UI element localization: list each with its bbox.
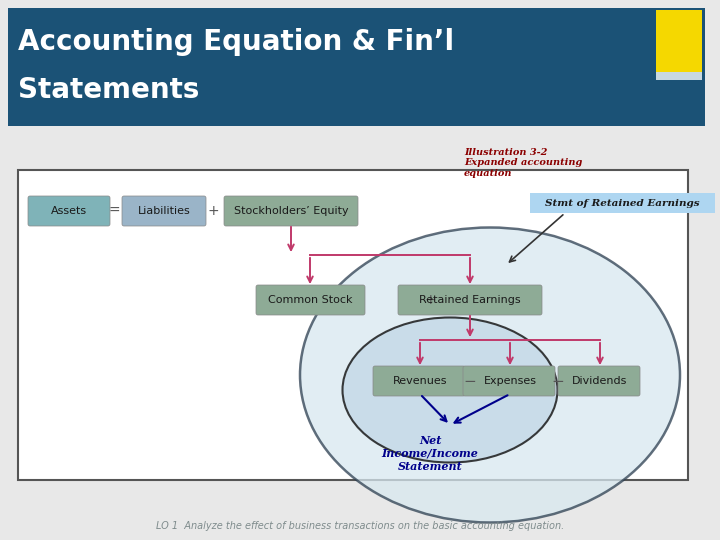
FancyBboxPatch shape bbox=[256, 285, 365, 315]
Bar bbox=[656, 10, 702, 72]
Text: Liabilities: Liabilities bbox=[138, 206, 190, 216]
Text: LO 1  Analyze the effect of business transactions on the basic accounting equati: LO 1 Analyze the effect of business tran… bbox=[156, 521, 564, 531]
Text: Common Stock: Common Stock bbox=[269, 295, 353, 305]
Text: Assets: Assets bbox=[51, 206, 87, 216]
FancyBboxPatch shape bbox=[463, 366, 555, 396]
Bar bbox=[8, 8, 705, 126]
Text: −: − bbox=[552, 374, 564, 388]
Bar bbox=[530, 193, 715, 213]
Bar bbox=[18, 170, 688, 480]
FancyBboxPatch shape bbox=[398, 285, 542, 315]
Ellipse shape bbox=[300, 227, 680, 523]
Text: Expenses: Expenses bbox=[484, 376, 536, 386]
Text: Accounting Equation & Fin’l: Accounting Equation & Fin’l bbox=[18, 28, 454, 56]
Text: Statements: Statements bbox=[18, 76, 199, 104]
Text: Stockholders’ Equity: Stockholders’ Equity bbox=[234, 206, 348, 216]
Text: =: = bbox=[108, 204, 120, 218]
FancyBboxPatch shape bbox=[28, 196, 110, 226]
Text: Revenues: Revenues bbox=[392, 376, 447, 386]
FancyBboxPatch shape bbox=[558, 366, 640, 396]
Text: Illustration 3-2
Expanded accounting
equation: Illustration 3-2 Expanded accounting equ… bbox=[464, 148, 582, 178]
Ellipse shape bbox=[343, 318, 557, 462]
FancyBboxPatch shape bbox=[373, 366, 465, 396]
FancyBboxPatch shape bbox=[224, 196, 358, 226]
Text: −: − bbox=[464, 374, 477, 388]
Text: +: + bbox=[424, 293, 436, 307]
Text: +: + bbox=[207, 204, 219, 218]
FancyBboxPatch shape bbox=[122, 196, 206, 226]
Text: Net
Income/Income
Statement: Net Income/Income Statement bbox=[382, 435, 478, 471]
Text: Retained Earnings: Retained Earnings bbox=[419, 295, 521, 305]
Bar bbox=[656, 72, 702, 80]
Text: Stmt of Retained Earnings: Stmt of Retained Earnings bbox=[545, 199, 700, 207]
Text: Dividends: Dividends bbox=[572, 376, 628, 386]
